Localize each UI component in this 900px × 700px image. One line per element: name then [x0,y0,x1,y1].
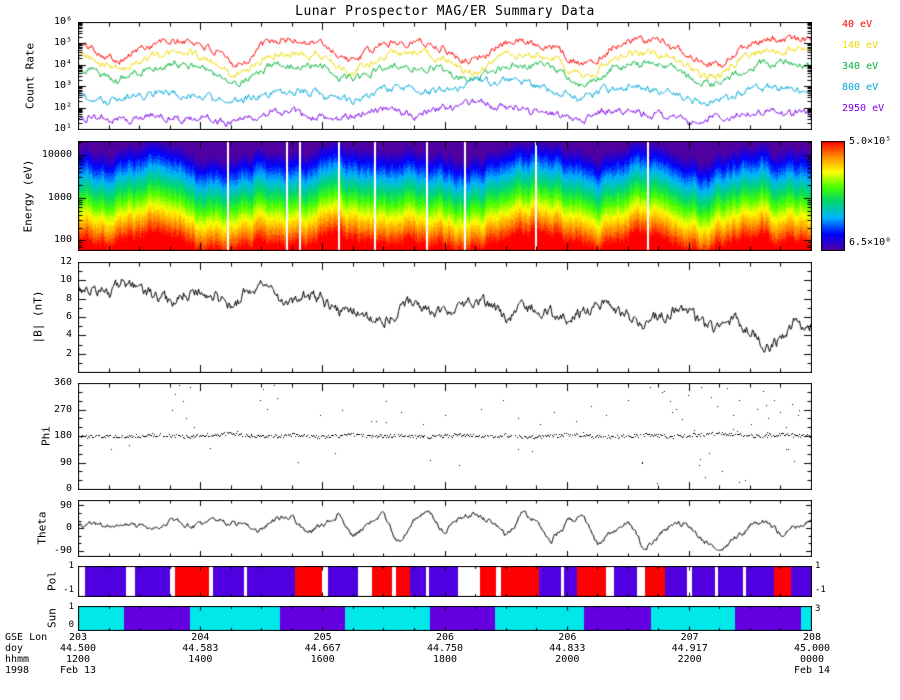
x-axis-row-hhmm: hhmm 1200 1400 1600 1800 2000 2200 0000 [0,654,900,665]
x-tick-value: 1400 [188,654,213,665]
y-tick-label: 1000 [47,191,72,203]
legend-item-2950ev: 2950 eV [842,103,885,114]
ylabel-sun: Sun [45,608,59,628]
y-tick-label: 10⁴ [53,58,72,70]
sun-strip [78,606,812,631]
ylabel-pol: Pol [45,571,59,591]
y-tick-label: 10¹ [53,123,72,134]
y-tick-label: 6 [65,311,72,322]
colorbar [821,141,845,251]
y-tick-label: 0 [65,522,72,533]
y-tick-label: 10³ [53,80,72,92]
x-tick-value: 1800 [432,654,458,665]
y-tick-label: 10⁵ [53,37,72,49]
x-tick-value: 206 [558,632,577,643]
theta-plot [78,500,812,557]
sun-left-top-label: 1 [68,602,74,612]
pol-right-bottom-label: -1 [815,585,826,595]
y-tick-label: 90 [59,456,72,468]
x-tick-value: 205 [313,632,332,643]
x-axis-row-doy: doy 44.500 44.583 44.667 44.750 44.833 44.917… [0,643,900,654]
x-tick-value: 45.000 [793,643,831,654]
y-tick-label: 4 [65,329,72,341]
energy-spectrogram [78,141,812,251]
y-tick-label: 10000 [41,148,72,160]
x-tick-value: 44.500 [59,643,97,654]
x-axis-row-label-year: 1998 [5,665,30,676]
y-tick-label: 2 [65,347,72,359]
y-tick-label: 12 [59,256,72,267]
ylabel-theta: Theta [35,511,49,545]
ylabel-count-rate: Count Rate [23,42,37,110]
x-tick-value: 204 [191,632,210,643]
x-axis-row-label-doy: doy [5,643,24,654]
pol-left-bottom-label: -1 [63,585,74,595]
sun-right-top-label: 3 [815,604,821,614]
x-tick-value: 208 [802,632,822,643]
pol-left-top-label: 1 [68,561,74,571]
x-tick-value: 44.583 [182,643,219,654]
y-tick-label: 90 [59,499,72,511]
x-tick-value: 1600 [310,654,335,665]
x-axis-row-gse-lon: GSE Lon 203 204 205 206 206 207 208 [0,632,900,643]
count-rate-legend: 40 eV 140 eV 340 eV 800 eV 2950 eV [842,20,884,114]
x-tick-value: 44.750 [426,643,464,654]
y-tick-label: 360 [53,377,72,388]
x-tick-value: 1200 [65,654,91,665]
y-tick-label: 10² [53,101,72,113]
x-axis-row-date: 1998 Feb 13 Feb 14 [0,665,900,676]
y-tick-label: -90 [53,544,72,556]
y-tick-label: 10⁶ [53,16,72,27]
x-tick-value: 207 [680,632,699,643]
x-axis-row-label-hhmm: hhmm [5,654,30,665]
y-tick-label: 100 [53,234,72,246]
legend-item-800ev: 800 eV [842,82,879,93]
legend-item-340ev: 340 eV [842,61,879,72]
pol-right-top-label: 1 [815,561,821,571]
ylabel-phi: Phi [39,426,53,446]
y-tick-label: 8 [65,292,72,304]
sun-left-bottom-label: 0 [68,620,74,630]
y-tick-label: 10 [59,274,72,286]
x-tick-value: 44.917 [671,643,708,654]
x-tick-value: 206 [435,632,455,643]
pol-strip [78,566,812,597]
x-tick-value: 2200 [677,654,702,665]
x-axis-row-label-gse-lon: GSE Lon [5,632,48,643]
x-tick-value: Feb 13 [59,665,97,676]
x-tick-value: 44.667 [304,643,341,654]
phi-scatter-plot [78,383,812,490]
ylabel-energy: Energy (eV) [21,159,35,233]
legend-item-140ev: 140 eV [842,40,879,51]
x-tick-value: Feb 14 [793,665,831,676]
y-tick-label: 0 [65,483,72,494]
legend-item-40ev: 40 eV [842,19,873,30]
ylabel-b-magnitude: |B| (nT) [31,290,45,344]
colorbar-min-label: 6.5×10⁰ [849,237,892,248]
x-tick-value: 203 [68,632,88,643]
b-magnitude-plot [78,262,812,373]
x-tick-value: 0000 [799,654,825,665]
page-title: Lunar Prospector MAG/ER Summary Data [295,4,595,19]
y-tick-label: 270 [53,403,72,415]
x-tick-value: 2000 [555,654,580,665]
colorbar-max-label: 5.0×10⁵ [849,136,892,147]
count-rate-plot [78,22,812,130]
y-tick-label: 180 [53,430,72,441]
x-tick-value: 44.833 [549,643,586,654]
